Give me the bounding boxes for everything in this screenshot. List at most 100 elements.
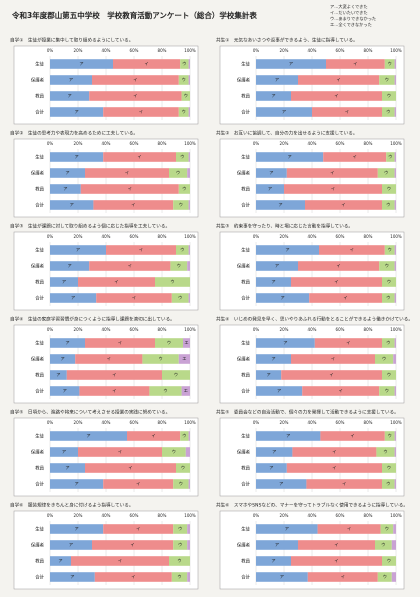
segment-label: イ	[331, 356, 335, 361]
category-label: 保護者	[31, 449, 45, 456]
bar-segment	[326, 59, 385, 69]
segment-label: ウ	[179, 480, 183, 486]
segment-label: ア	[271, 558, 275, 564]
segment-label: ウ	[385, 262, 389, 268]
category-label: 教員	[35, 93, 44, 100]
bar-segment	[183, 338, 190, 348]
x-tick-label: 60%	[336, 234, 345, 239]
segment-label: ア	[275, 77, 279, 83]
segment-label: イ	[353, 154, 357, 159]
bar-segment	[181, 91, 190, 101]
segment-label: ウ	[182, 76, 186, 82]
segment-label: イ	[336, 77, 340, 82]
bar-segment	[319, 245, 385, 255]
segment-label: ウ	[385, 525, 389, 531]
bar-segment	[382, 277, 396, 287]
bar-segment	[50, 556, 71, 566]
segment-label: ウ	[385, 387, 389, 393]
bar-segment	[256, 386, 303, 396]
segment-label: イ	[118, 449, 122, 454]
segment-label: ア	[86, 433, 90, 439]
question: 共生③ 約束事を守ったり、時と場に応じた言動を指導している。	[216, 223, 353, 230]
segment-label: ア	[289, 61, 293, 67]
category-label: 保護者	[237, 77, 251, 84]
bar-segment	[178, 184, 190, 194]
segment-label: イ	[334, 542, 338, 547]
bar-segment	[382, 370, 396, 380]
bar-segment	[188, 59, 190, 69]
x-tick-label: 0%	[47, 48, 54, 53]
legend-note: ウ…あまりできなかった	[330, 15, 376, 22]
category-label: 教員	[35, 372, 44, 379]
x-tick-label: 20%	[280, 48, 289, 53]
bar-segment	[394, 168, 396, 178]
segment-label: ア	[285, 526, 289, 532]
segment-label: イ	[130, 542, 134, 547]
question: 自学① 生徒が授業に集中して取り組めるようにしている。	[10, 37, 133, 44]
segment-label: ウ	[386, 201, 390, 207]
page-title: 令和3年度郡山第五中学校 学校教育活動アンケート（総合）学校集計表	[11, 10, 257, 20]
category-label: 保護者	[237, 542, 251, 549]
category-label: 生徒	[35, 433, 44, 440]
category-label: 教員	[241, 372, 250, 379]
segment-label: ア	[65, 465, 69, 471]
segment-label: ア	[65, 170, 69, 176]
bar-segment	[188, 107, 190, 117]
segment-label: イ	[345, 109, 349, 114]
segment-label: ウ	[381, 541, 385, 547]
bar-segment	[256, 431, 321, 441]
bar-segment	[50, 463, 85, 473]
segment-label: ア	[79, 61, 83, 67]
bar-segment	[256, 479, 307, 489]
bar-segment	[106, 245, 176, 255]
bar-segment	[169, 556, 190, 566]
segment-label: ア	[275, 263, 279, 269]
bar-segment	[50, 447, 78, 457]
x-tick-label: 80%	[158, 513, 167, 518]
segment-label: ア	[278, 202, 282, 208]
category-label: 生徒	[241, 433, 250, 440]
x-tick-label: 0%	[253, 234, 260, 239]
category-label: 合計	[35, 574, 44, 581]
bar-segment	[50, 91, 90, 101]
bar-segment	[256, 354, 291, 364]
segment-label: ウ	[180, 153, 184, 159]
bar-segment	[382, 293, 395, 303]
x-tick-label: 0%	[253, 48, 260, 53]
segment-label: ア	[277, 388, 281, 394]
x-tick-label: 0%	[253, 513, 260, 518]
bar-segment	[89, 261, 171, 271]
category-label: 合計	[241, 202, 250, 209]
segment-label: ア	[282, 109, 286, 115]
x-tick-label: 0%	[253, 327, 260, 332]
bar-segment	[169, 168, 188, 178]
segment-label: ア	[74, 154, 78, 160]
bar-segment	[394, 75, 396, 85]
bar-segment	[188, 293, 190, 303]
question: 共生⑥ スマホやSNSなどの、マナーを守ってトラブルなく使用できるように指導して…	[216, 502, 408, 509]
segment-label: イ	[330, 170, 334, 175]
bar-segment	[185, 447, 190, 457]
segment-label: ウ	[178, 525, 182, 531]
segment-label: ア	[74, 481, 78, 487]
category-label: 保護者	[237, 170, 251, 177]
x-tick-label: 100%	[390, 327, 402, 332]
bar-segment	[79, 386, 150, 396]
segment-label: ア	[63, 186, 67, 192]
x-tick-label: 20%	[74, 234, 83, 239]
question: 共生② お互いに協調して、自分の力を出せるように支援している。	[216, 130, 357, 137]
x-tick-label: 80%	[364, 420, 373, 425]
segment-label: イ	[114, 279, 118, 284]
legend-note: エ…全くできなかった	[330, 21, 372, 28]
category-label: 合計	[35, 388, 44, 395]
segment-label: イ	[343, 295, 347, 300]
bar-segment	[291, 277, 382, 287]
bar-segment	[50, 107, 104, 117]
bar-segment	[50, 572, 95, 582]
x-tick-label: 60%	[336, 141, 345, 146]
segment-label: イ	[334, 279, 338, 284]
bar-segment	[80, 184, 179, 194]
bar-segment	[256, 184, 284, 194]
bar-segment	[162, 370, 190, 380]
segment-label: ウ	[388, 153, 392, 159]
